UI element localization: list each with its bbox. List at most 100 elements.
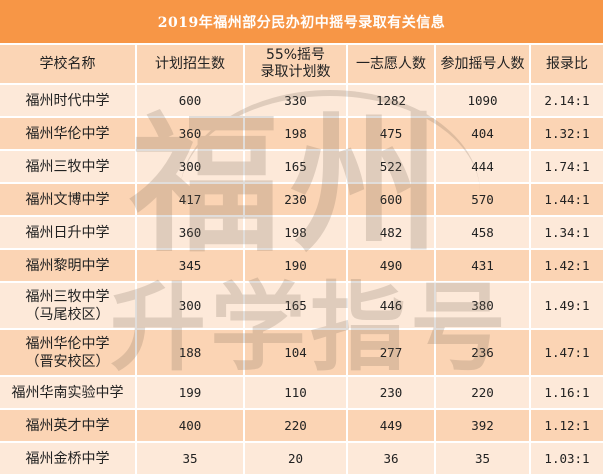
plan-cell: 400 <box>137 410 245 443</box>
participants-cell: 431 <box>436 250 531 283</box>
school-name-cell: 福州华伦中学 <box>0 118 137 151</box>
plan-cell: 600 <box>137 85 245 118</box>
school-name: 福州日升中学 <box>25 224 110 241</box>
participants-cell: 1090 <box>436 85 531 118</box>
plan-cell: 199 <box>137 377 245 410</box>
lottery-plan-cell: 220 <box>245 410 348 443</box>
school-name-cell: 福州三牧中学 （马尾校区） <box>0 283 137 330</box>
table-row: 福州英才中学 400 220 449 392 1.12:1 <box>0 410 603 443</box>
ratio-cell: 1.44:1 <box>531 184 603 217</box>
ratio-cell: 1.03:1 <box>531 443 603 476</box>
header-lottery-participants: 参加摇号人数 <box>436 45 531 85</box>
lottery-plan-cell: 110 <box>245 377 348 410</box>
school-name-cell: 福州时代中学 <box>0 85 137 118</box>
school-name-cell: 福州三牧中学 <box>0 151 137 184</box>
participants-cell: 444 <box>436 151 531 184</box>
first-choice-cell: 490 <box>348 250 436 283</box>
table-row: 福州文博中学 417 230 600 570 1.44:1 <box>0 184 603 217</box>
first-choice-cell: 522 <box>348 151 436 184</box>
first-choice-cell: 449 <box>348 410 436 443</box>
header-plan-count: 计划招生数 <box>137 45 245 85</box>
school-name: 福州三牧中学 <box>25 288 110 305</box>
ratio-cell: 1.16:1 <box>531 377 603 410</box>
header-first-choice: 一志愿人数 <box>348 45 436 85</box>
table-row: 福州时代中学 600 330 1282 1090 2.14:1 <box>0 85 603 118</box>
school-name: 福州华南实验中学 <box>11 384 124 401</box>
header-ratio: 报录比 <box>531 45 603 85</box>
table-row: 福州黎明中学 345 190 490 431 1.42:1 <box>0 250 603 283</box>
participants-cell: 404 <box>436 118 531 151</box>
participants-cell: 35 <box>436 443 531 476</box>
lottery-plan-cell: 20 <box>245 443 348 476</box>
plan-cell: 360 <box>137 118 245 151</box>
school-name-cell: 福州华伦中学 （晋安校区） <box>0 330 137 377</box>
school-name-cell: 福州日升中学 <box>0 217 137 250</box>
participants-cell: 380 <box>436 283 531 330</box>
school-name-cell: 福州金桥中学 <box>0 443 137 476</box>
lottery-info-table: 学校名称 计划招生数 55%摇号 录取计划数 一志愿人数 参加摇号人数 报录比 … <box>0 45 603 476</box>
school-name-cell: 福州黎明中学 <box>0 250 137 283</box>
header-lottery-plan-line1: 55%摇号 <box>265 47 326 63</box>
lottery-plan-cell: 230 <box>245 184 348 217</box>
ratio-cell: 1.49:1 <box>531 283 603 330</box>
school-name: 福州英才中学 <box>25 417 110 434</box>
school-name: 福州华伦中学 <box>25 125 110 142</box>
ratio-cell: 1.34:1 <box>531 217 603 250</box>
lottery-plan-cell: 198 <box>245 217 348 250</box>
lottery-plan-cell: 165 <box>245 151 348 184</box>
plan-cell: 417 <box>137 184 245 217</box>
ratio-cell: 1.42:1 <box>531 250 603 283</box>
table-row: 福州金桥中学 35 20 36 35 1.03:1 <box>0 443 603 476</box>
table-row: 福州华伦中学 360 198 475 404 1.32:1 <box>0 118 603 151</box>
school-name-cell: 福州华南实验中学 <box>0 377 137 410</box>
ratio-cell: 1.47:1 <box>531 330 603 377</box>
plan-cell: 35 <box>137 443 245 476</box>
first-choice-cell: 1282 <box>348 85 436 118</box>
school-name-cell: 福州英才中学 <box>0 410 137 443</box>
header-lottery-plan-line2: 录取计划数 <box>260 64 331 80</box>
ratio-cell: 1.74:1 <box>531 151 603 184</box>
school-campus: （马尾校区） <box>25 306 110 323</box>
plan-cell: 345 <box>137 250 245 283</box>
first-choice-cell: 230 <box>348 377 436 410</box>
school-name: 福州文博中学 <box>25 191 110 208</box>
participants-cell: 570 <box>436 184 531 217</box>
first-choice-cell: 482 <box>348 217 436 250</box>
school-name: 福州三牧中学 <box>25 158 110 175</box>
ratio-cell: 1.12:1 <box>531 410 603 443</box>
ratio-cell: 2.14:1 <box>531 85 603 118</box>
plan-cell: 300 <box>137 283 245 330</box>
first-choice-cell: 600 <box>348 184 436 217</box>
header-row: 学校名称 计划招生数 55%摇号 录取计划数 一志愿人数 参加摇号人数 报录比 <box>0 45 603 85</box>
table-row: 福州三牧中学 300 165 522 444 1.74:1 <box>0 151 603 184</box>
plan-cell: 300 <box>137 151 245 184</box>
table-title: 2019年福州部分民办初中摇号录取有关信息 <box>0 0 603 43</box>
school-name: 福州黎明中学 <box>25 257 110 274</box>
table-row: 福州华伦中学 （晋安校区） 188 104 277 236 1.47:1 <box>0 330 603 377</box>
ratio-cell: 1.32:1 <box>531 118 603 151</box>
lottery-plan-cell: 190 <box>245 250 348 283</box>
lottery-plan-cell: 104 <box>245 330 348 377</box>
lottery-plan-cell: 330 <box>245 85 348 118</box>
header-school-name: 学校名称 <box>0 45 137 85</box>
table-row: 福州华南实验中学 199 110 230 220 1.16:1 <box>0 377 603 410</box>
participants-cell: 392 <box>436 410 531 443</box>
school-campus: （晋安校区） <box>25 353 110 370</box>
first-choice-cell: 277 <box>348 330 436 377</box>
first-choice-cell: 475 <box>348 118 436 151</box>
school-name: 福州华伦中学 <box>25 335 110 352</box>
lottery-plan-cell: 165 <box>245 283 348 330</box>
school-name: 福州时代中学 <box>25 92 110 109</box>
first-choice-cell: 36 <box>348 443 436 476</box>
school-name: 福州金桥中学 <box>25 450 110 467</box>
participants-cell: 458 <box>436 217 531 250</box>
lottery-plan-cell: 198 <box>245 118 348 151</box>
table-row: 福州三牧中学 （马尾校区） 300 165 446 380 1.49:1 <box>0 283 603 330</box>
plan-cell: 188 <box>137 330 245 377</box>
first-choice-cell: 446 <box>348 283 436 330</box>
participants-cell: 236 <box>436 330 531 377</box>
school-name-cell: 福州文博中学 <box>0 184 137 217</box>
header-lottery-plan: 55%摇号 录取计划数 <box>245 45 348 85</box>
participants-cell: 220 <box>436 377 531 410</box>
